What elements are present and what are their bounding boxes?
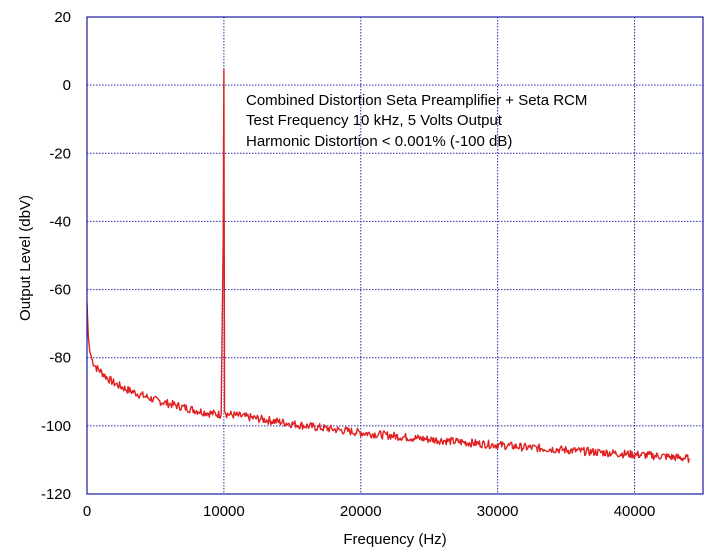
x-tick-label: 10000 [203,503,245,520]
series-line [86,69,690,464]
y-tick-label: -100 [41,418,71,435]
x-tick-label: 40000 [614,503,656,520]
y-tick-label: -20 [49,145,71,162]
y-tick-label: 0 [63,77,71,94]
y-axis-title: Output Level (dbV) [17,195,34,321]
y-tick-label: -80 [49,350,71,367]
y-tick-label: -40 [49,213,71,230]
annotation-line-3: Harmonic Distortion < 0.001% (-100 dB) [246,133,512,150]
y-tick-labels: 20 0 -20 -40 -60 -80 -100 -120 [41,9,71,503]
series-layer [86,69,690,464]
annotation-line-2: Test Frequency 10 kHz, 5 Volts Output [246,112,503,129]
y-tick-label: -60 [49,282,71,299]
x-tick-label: 0 [83,503,91,520]
y-tick-label: -120 [41,486,71,503]
x-tick-labels: 0 10000 20000 30000 40000 [83,503,656,520]
x-axis-title: Frequency (Hz) [343,531,446,548]
x-tick-label: 30000 [477,503,519,520]
plot-frame [86,16,704,495]
x-tick-label: 20000 [340,503,382,520]
annotation-line-1: Combined Distortion Seta Preamplifier + … [246,92,587,109]
y-tick-label: 20 [54,9,71,26]
grid-lines [86,16,703,495]
